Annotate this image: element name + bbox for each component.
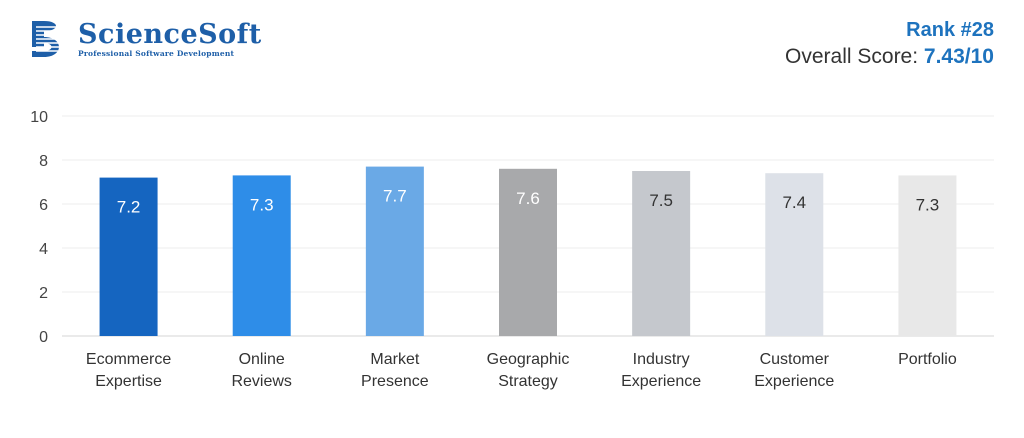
y-tick-label: 6 bbox=[39, 197, 48, 214]
bar bbox=[365, 166, 424, 336]
y-tick-label: 10 bbox=[30, 109, 48, 126]
x-category-label: Portfolio bbox=[898, 351, 957, 368]
x-category-label: Market Presence bbox=[361, 351, 429, 390]
bar bbox=[898, 175, 957, 336]
brand-name: ScienceSoft bbox=[78, 18, 262, 50]
bar-value-label: 7.7 bbox=[383, 187, 407, 206]
brand-logo[interactable]: ScienceSoft Professional Software Develo… bbox=[30, 17, 262, 61]
bar bbox=[232, 175, 291, 336]
bar-value-label: 7.6 bbox=[516, 189, 540, 208]
sciencesoft-logo-icon bbox=[32, 21, 62, 57]
bar bbox=[99, 177, 158, 336]
x-category-label: Geographic Strategy bbox=[487, 351, 570, 390]
x-category-label-line: Industry bbox=[633, 351, 690, 368]
bar-value-label: 7.4 bbox=[782, 193, 806, 212]
x-category-label-line: Experience bbox=[754, 373, 834, 390]
x-category-label-line: Geographic bbox=[487, 351, 570, 368]
x-category-label: Ecommerce Expertise bbox=[86, 351, 171, 390]
x-category-label-line: Experience bbox=[621, 373, 701, 390]
brand-tagline: Professional Software Development bbox=[78, 48, 235, 58]
score-prefix: Overall Score: bbox=[785, 45, 919, 68]
x-category-label-line: Ecommerce bbox=[86, 351, 171, 368]
x-category-label-line: Portfolio bbox=[898, 351, 957, 368]
x-category-label: Industry Experience bbox=[621, 351, 701, 390]
bar bbox=[765, 173, 824, 336]
x-category-label-line: Expertise bbox=[95, 373, 162, 390]
bar-value-label: 7.3 bbox=[250, 195, 274, 214]
x-category-label-line: Strategy bbox=[498, 373, 558, 390]
x-category-label-line: Market bbox=[370, 351, 419, 368]
score-value: 7.43/10 bbox=[923, 45, 994, 68]
bar bbox=[499, 168, 557, 336]
bar bbox=[632, 171, 691, 336]
x-category-label-line: Reviews bbox=[231, 373, 291, 390]
bar-value-label: 7.3 bbox=[916, 195, 940, 214]
overall-score: Overall Score: 7.43/10 bbox=[785, 43, 994, 71]
x-category-label: Customer Experience bbox=[754, 351, 834, 390]
x-category-label-line: Online bbox=[239, 351, 285, 368]
y-tick-label: 4 bbox=[39, 241, 48, 258]
x-category-label-line: Presence bbox=[361, 373, 429, 390]
y-tick-label: 0 bbox=[39, 329, 48, 346]
x-category-label: Online Reviews bbox=[231, 351, 291, 390]
rank-summary: Rank #28 Overall Score: 7.43/10 bbox=[785, 17, 994, 71]
y-tick-label: 2 bbox=[39, 285, 48, 302]
x-category-label-line: Customer bbox=[760, 351, 830, 368]
bar-value-label: 7.5 bbox=[649, 191, 673, 210]
y-tick-label: 8 bbox=[39, 153, 48, 170]
rank-label: Rank #28 bbox=[906, 19, 994, 41]
bar-value-label: 7.2 bbox=[117, 198, 141, 217]
